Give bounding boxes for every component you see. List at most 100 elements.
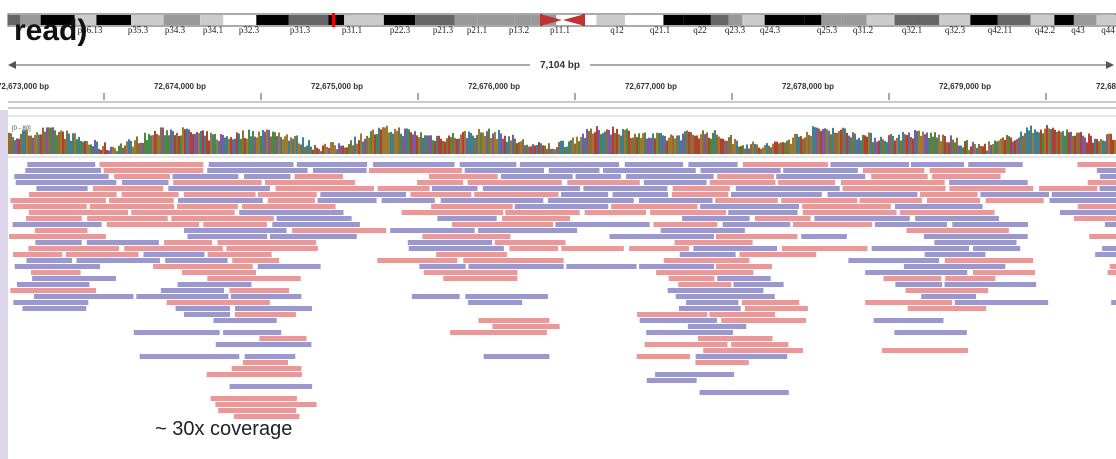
coverage-bar bbox=[306, 146, 308, 154]
coverage-bar bbox=[740, 146, 742, 154]
coverage-bar bbox=[376, 134, 378, 154]
coverage-bar bbox=[130, 141, 132, 154]
span-label: 7,104 bp bbox=[540, 60, 580, 71]
coverage-bar bbox=[428, 135, 430, 154]
coverage-bar bbox=[812, 126, 814, 154]
coverage-bar bbox=[614, 133, 616, 154]
cyto-band bbox=[328, 15, 344, 25]
coverage-bar bbox=[918, 131, 920, 154]
coverage-bar bbox=[646, 139, 648, 154]
coverage-bar bbox=[126, 141, 128, 154]
coverage-bar bbox=[382, 127, 384, 154]
coverage-bar bbox=[142, 143, 144, 154]
coverage-bar bbox=[122, 148, 124, 154]
read bbox=[637, 312, 707, 317]
coverage-bar bbox=[788, 140, 790, 154]
read bbox=[229, 288, 289, 293]
coverage-bar bbox=[178, 136, 180, 154]
coverage-bar bbox=[466, 138, 468, 154]
coverage-bar bbox=[1110, 134, 1112, 154]
coverage-bar bbox=[664, 136, 666, 154]
read bbox=[1039, 186, 1097, 191]
coverage-bar bbox=[696, 135, 698, 154]
read bbox=[460, 162, 517, 167]
coverage-bar bbox=[276, 136, 278, 154]
coverage-bar bbox=[32, 138, 34, 154]
coverage-bar bbox=[946, 142, 948, 154]
read bbox=[410, 192, 471, 197]
coverage-bar bbox=[1036, 132, 1038, 154]
coverage-bar bbox=[1084, 137, 1086, 154]
coverage-bar bbox=[206, 131, 208, 154]
read bbox=[10, 288, 96, 293]
coverage-bar bbox=[264, 132, 266, 154]
coverage-bar bbox=[442, 141, 444, 154]
coverage-bar bbox=[418, 137, 420, 154]
coverage-bar bbox=[452, 133, 454, 154]
coverage-bar bbox=[674, 138, 676, 154]
read bbox=[29, 192, 117, 197]
read bbox=[382, 198, 435, 203]
read bbox=[16, 180, 117, 185]
coverage-bar bbox=[388, 132, 390, 154]
coverage-bar bbox=[904, 134, 906, 154]
coverage-bar bbox=[636, 137, 638, 154]
coverage-bar bbox=[840, 130, 842, 154]
coverage-bar bbox=[424, 135, 426, 154]
cyto-band bbox=[867, 15, 895, 25]
coverage-bar bbox=[84, 141, 86, 154]
coverage-bar bbox=[968, 150, 970, 154]
coverage-bar bbox=[138, 143, 140, 154]
coverage-bar bbox=[926, 132, 928, 154]
read bbox=[478, 228, 577, 233]
read bbox=[865, 300, 952, 305]
read bbox=[465, 168, 544, 173]
coverage-bar bbox=[38, 135, 40, 154]
coverage-bar bbox=[820, 131, 822, 154]
read bbox=[556, 222, 650, 227]
coverage-bar bbox=[94, 140, 96, 154]
coverage-bar bbox=[552, 149, 554, 154]
read bbox=[1095, 252, 1116, 257]
coverage-bar bbox=[500, 133, 502, 154]
read bbox=[678, 282, 731, 287]
coverage-bar bbox=[288, 141, 290, 154]
coverage-bar bbox=[726, 141, 728, 154]
read bbox=[232, 366, 302, 371]
coverage-bar bbox=[744, 149, 746, 154]
coverage-bar bbox=[62, 132, 64, 154]
read bbox=[109, 198, 174, 203]
read bbox=[226, 246, 318, 251]
coverage-bar bbox=[996, 141, 998, 154]
coverage-bar bbox=[28, 136, 30, 154]
read bbox=[272, 222, 360, 227]
read bbox=[1060, 210, 1116, 215]
coverage-bar bbox=[1004, 140, 1006, 154]
read bbox=[710, 180, 776, 185]
read bbox=[208, 252, 272, 257]
coverage-bar bbox=[624, 130, 626, 154]
band-label: p34.1 bbox=[203, 25, 223, 35]
coverage-bar bbox=[1092, 143, 1094, 154]
coverage-bar bbox=[852, 132, 854, 154]
coverage-bar bbox=[166, 130, 168, 154]
coverage-bar bbox=[332, 142, 334, 154]
read bbox=[244, 174, 290, 179]
coverage-bar bbox=[570, 140, 572, 154]
read bbox=[505, 210, 579, 215]
coverage-bar bbox=[370, 131, 372, 154]
read bbox=[265, 180, 355, 185]
coverage-bar bbox=[738, 147, 740, 154]
read bbox=[915, 216, 999, 221]
coverage-bar bbox=[1000, 139, 1002, 154]
coverage-bar bbox=[294, 136, 296, 154]
coverage-bar bbox=[964, 141, 966, 154]
coverage-bar bbox=[434, 141, 436, 154]
coverage-bar bbox=[78, 137, 80, 154]
read bbox=[986, 198, 1044, 203]
coverage-bar bbox=[494, 132, 496, 154]
coverage-bar bbox=[468, 132, 470, 154]
coverage-bar bbox=[1090, 136, 1092, 154]
read bbox=[184, 228, 287, 233]
coverage-bar bbox=[992, 144, 994, 154]
